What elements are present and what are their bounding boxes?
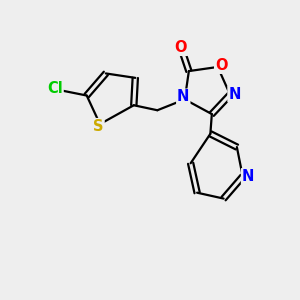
Text: Cl: Cl bbox=[47, 81, 63, 96]
Text: S: S bbox=[93, 119, 104, 134]
Text: O: O bbox=[215, 58, 227, 73]
Text: N: N bbox=[242, 169, 254, 184]
Text: N: N bbox=[177, 89, 190, 104]
Text: N: N bbox=[228, 87, 241, 102]
Text: O: O bbox=[175, 40, 187, 55]
